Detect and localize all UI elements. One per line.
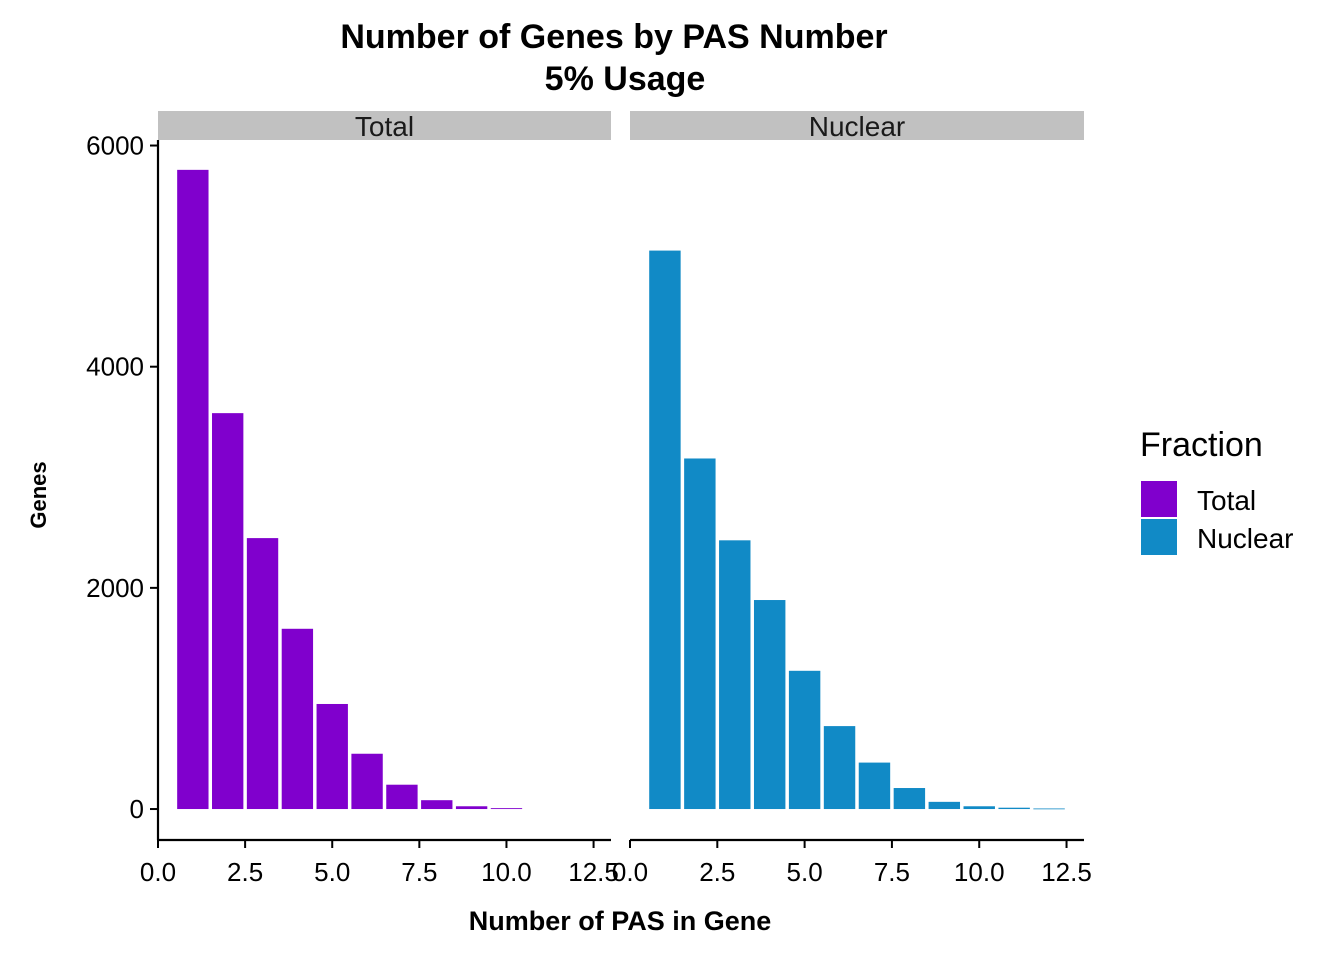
- x-tick-label-total-2: 5.0: [314, 857, 350, 887]
- bar-nuclear-12: [1033, 808, 1065, 810]
- legend-label-nuclear: Nuclear: [1197, 523, 1293, 554]
- bar-nuclear-9: [928, 801, 961, 810]
- bar-total-3: [246, 538, 279, 810]
- x-tick-label-nuclear-2: 5.0: [787, 857, 823, 887]
- bar-total-2: [212, 413, 244, 810]
- bar-nuclear-11: [998, 807, 1030, 810]
- bar-nuclear-3: [719, 540, 751, 810]
- bar-total-8: [421, 800, 453, 810]
- y-axis-title: Genes: [26, 461, 51, 528]
- bar-nuclear-10: [963, 806, 995, 810]
- y-tick-label-2: 4000: [86, 352, 144, 382]
- bar-nuclear-8: [893, 788, 926, 810]
- bar-total-6: [351, 753, 383, 810]
- x-tick-label-nuclear-3: 7.5: [874, 857, 910, 887]
- bar-total-9: [455, 806, 488, 810]
- facet-strip-label-total: Total: [355, 111, 414, 142]
- x-tick-label-total-0: 0.0: [140, 857, 176, 887]
- bar-nuclear-6: [823, 726, 856, 810]
- x-tick-label-total-4: 10.0: [481, 857, 532, 887]
- bar-total-1: [177, 169, 209, 810]
- bar-total-7: [386, 784, 418, 810]
- legend-title: Fraction: [1140, 426, 1263, 464]
- facet-strip-nuclear: [630, 111, 1084, 140]
- x-tick-label-nuclear-5: 12.5: [1041, 857, 1092, 887]
- chart-title-line-1: Number of Genes by PAS Number: [340, 18, 887, 56]
- y-tick-label-1: 2000: [86, 573, 144, 603]
- x-tick-label-nuclear-4: 10.0: [954, 857, 1005, 887]
- facet-panel-total: Total 0.0 2.5 5.0 7.5 10.0 12.5 0 2000 4000 6000: [86, 111, 619, 887]
- facet-panels: Total 0.0 2.5 5.0 7.5 10.0 12.5 0 2000 4000 6000 Nu…: [86, 111, 1092, 887]
- bar-nuclear-2: [684, 458, 716, 810]
- bar-total-10: [490, 808, 523, 810]
- x-tick-label-total-3: 7.5: [401, 857, 437, 887]
- x-tick-label-total-5: 12.5: [568, 857, 619, 887]
- facet-strip-total: [158, 111, 611, 140]
- bar-nuclear-4: [753, 600, 786, 810]
- bar-nuclear-1: [649, 250, 681, 810]
- x-tick-label-nuclear-1: 2.5: [699, 857, 735, 887]
- legend: Fraction Total Nuclear: [1140, 426, 1293, 555]
- facet-panel-nuclear: Nuclear 0.0 2.5 5.0 7.5 10.0 12.5: [612, 111, 1092, 887]
- y-tick-label-3: 6000: [86, 131, 144, 161]
- x-tick-label-total-1: 2.5: [227, 857, 263, 887]
- x-axis-title: Number of PAS in Gene: [469, 906, 772, 936]
- bar-total-4: [281, 628, 314, 810]
- legend-key-nuclear: [1141, 519, 1177, 555]
- y-tick-label-0: 0: [130, 794, 144, 824]
- legend-key-total: [1141, 481, 1177, 517]
- bar-nuclear-5: [788, 670, 821, 810]
- facet-strip-label-nuclear: Nuclear: [809, 111, 905, 142]
- bar-total-5: [316, 703, 348, 810]
- legend-label-total: Total: [1197, 485, 1256, 516]
- chart-title-line-2: 5% Usage: [545, 60, 706, 98]
- bar-nuclear-7: [858, 762, 891, 810]
- x-tick-label-nuclear-0: 0.0: [612, 857, 648, 887]
